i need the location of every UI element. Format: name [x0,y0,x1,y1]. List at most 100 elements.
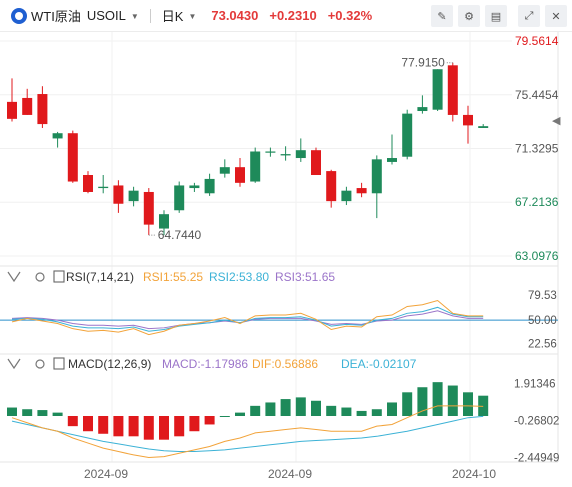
macd-histogram-bar [417,387,428,416]
macd-axis-label: -0.26802 [514,416,559,428]
rsi1-line [11,299,484,336]
macd-histogram-bar [326,405,337,416]
indicator-settings-icon[interactable] [35,359,45,369]
scroll-left-icon[interactable]: ◀ [552,115,561,127]
candle-body [52,133,63,139]
macd-histogram-bar [387,402,397,416]
min-price-label: 64.7440 [158,228,202,242]
macd-histogram-bar [478,395,489,416]
macd-histogram-bar [280,399,291,416]
macd-histogram-bar [402,392,413,416]
last-price: 73.0430 [211,8,259,23]
candle-body [432,69,443,110]
dif-line [11,405,484,458]
candle-body [402,113,413,157]
rsi2-line [11,306,484,332]
rsi-legend-value: RSI1:55.25 [143,270,203,284]
macd-histogram-bar [189,416,200,432]
macd-legend-value: DIF:0.56886 [252,357,318,371]
macd-histogram-bar [265,402,276,416]
chevron-down-icon[interactable]: ▼ [130,11,139,21]
macd-legend-value: MACD:-1.17986 [162,357,248,371]
instrument-name: WTI原油 [31,9,81,24]
price-change: +0.2310 [269,8,317,23]
macd-histogram-bar [295,397,306,416]
chart-header: WTI原油 USOIL ▼ 日K ▼ 73.0430 +0.2310 +0.32… [0,0,572,32]
layers-icon[interactable]: ▤ [485,5,507,27]
macd-histogram-bar [159,416,169,440]
collapse-icon[interactable] [7,271,21,283]
price-axis-label: 75.4454 [515,88,559,102]
candle-body [98,186,109,189]
price-change-percent: +0.32% [327,8,373,23]
candle-body [22,97,33,115]
candle-body [326,171,337,202]
indicator-params-icon[interactable] [53,357,65,370]
macd-legend-value: DEA:-0.02107 [341,357,417,371]
instrument-logo-icon [11,7,27,24]
macd-histogram-bar [432,382,443,416]
candle-body [371,159,382,194]
candle-body [235,167,245,183]
chevron-down-icon[interactable]: ▼ [188,11,197,21]
max-price-label: 77.9150 [401,56,445,70]
macd-histogram-bar [341,407,352,416]
settings-icon[interactable]: ⚙ [458,5,480,27]
candle-body [219,167,230,174]
price-axis-label: 71.3295 [515,142,559,156]
candle-body [387,158,397,162]
candle-body [311,150,321,176]
symbol-selector[interactable]: USOIL [86,8,126,23]
indicator-params-icon[interactable] [53,270,65,283]
macd-histogram-bar [7,407,17,416]
divider [149,8,151,23]
candle-body [478,126,489,128]
macd-axis-label: -2.44949 [514,452,559,464]
period-selector[interactable]: 日K [161,9,184,24]
macd-histogram-bar [219,416,230,417]
rsi-axis-label: 79.53 [528,290,557,302]
macd-title: MACD(12,26,9) [68,357,151,371]
candle-body [37,94,48,125]
date-axis-label: 2024-10 [452,467,496,481]
candle-body [356,188,367,194]
candle-body [463,114,473,126]
candle-body [447,65,458,115]
candle-body [250,151,261,182]
macd-axis-label: 1.91346 [514,379,556,391]
candle-body [204,178,215,194]
price-axis-label: 67.2136 [515,195,559,209]
candle-body [159,214,169,229]
macd-histogram-bar [311,400,321,416]
macd-histogram-bar [235,412,245,416]
candle-body [83,175,93,192]
macd-histogram-bar [128,416,139,437]
price-axis-label: 63.0976 [515,249,559,263]
macd-histogram-bar [204,416,215,425]
indicator-settings-icon[interactable] [35,272,45,282]
macd-histogram-bar [83,416,93,432]
candle-body [189,185,200,189]
candle-body [174,185,185,211]
macd-histogram-bar [174,416,185,437]
rsi-title: RSI(7,14,21) [66,270,134,284]
price-axis-label: 79.5614 [515,34,559,48]
candle-body [7,101,17,119]
candle-body [417,107,428,112]
dea-line [11,415,484,453]
draw-icon[interactable]: ✎ [431,5,453,27]
expand-icon[interactable]: ⤢ [518,5,540,27]
collapse-icon[interactable] [7,358,21,370]
candle-body [295,150,306,159]
close-icon[interactable]: ✕ [545,5,567,27]
date-axis-label: 2024-09 [84,467,128,481]
date-axis-label: 2024-09 [268,467,312,481]
macd-histogram-bar [37,410,48,416]
candle-body [341,190,352,202]
candle-body [143,191,154,225]
macd-histogram-bar [356,410,367,416]
macd-histogram-bar [447,385,458,416]
macd-histogram-bar [113,416,124,437]
rsi-legend-value: RSI2:53.80 [209,270,269,284]
macd-histogram-bar [143,416,154,440]
